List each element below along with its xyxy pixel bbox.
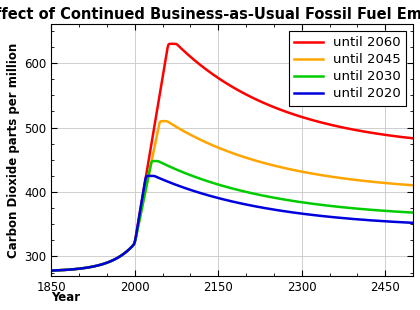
until 2020 bbox=[404, 221, 409, 224]
until 2030 bbox=[188, 173, 193, 177]
Line: until 2020: until 2020 bbox=[51, 176, 413, 271]
until 2045 bbox=[49, 269, 54, 272]
until 2020 bbox=[410, 221, 415, 225]
until 2020 bbox=[203, 193, 208, 197]
until 2060 bbox=[203, 67, 208, 71]
until 2060 bbox=[168, 42, 173, 46]
until 2045 bbox=[90, 265, 95, 268]
until 2030 bbox=[404, 210, 409, 214]
until 2060 bbox=[49, 269, 54, 272]
Line: until 2045: until 2045 bbox=[51, 121, 413, 271]
until 2045 bbox=[410, 184, 415, 187]
Y-axis label: Carbon Dioxide parts per million: Carbon Dioxide parts per million bbox=[7, 42, 20, 258]
until 2045 bbox=[188, 133, 193, 136]
until 2020 bbox=[188, 188, 193, 192]
Legend: until 2060, until 2045, until 2030, until 2020: until 2060, until 2045, until 2030, unti… bbox=[289, 31, 407, 105]
until 2060 bbox=[188, 55, 193, 58]
until 2030 bbox=[90, 265, 95, 268]
until 2020 bbox=[49, 269, 54, 272]
until 2020 bbox=[111, 258, 116, 262]
Text: Year: Year bbox=[51, 291, 80, 304]
until 2045 bbox=[203, 140, 208, 144]
Line: until 2030: until 2030 bbox=[51, 161, 413, 271]
until 2020 bbox=[146, 174, 151, 178]
until 2060 bbox=[404, 136, 409, 140]
until 2030 bbox=[410, 211, 415, 215]
until 2045 bbox=[111, 258, 116, 262]
Title: Effect of Continued Business-as-Usual Fossil Fuel Emissions: Effect of Continued Business-as-Usual Fo… bbox=[0, 7, 420, 22]
until 2030 bbox=[152, 159, 157, 163]
until 2060 bbox=[111, 258, 116, 262]
until 2045 bbox=[404, 183, 409, 187]
until 2030 bbox=[49, 269, 54, 272]
until 2060 bbox=[90, 265, 95, 268]
until 2030 bbox=[111, 258, 116, 262]
until 2060 bbox=[365, 130, 370, 134]
until 2030 bbox=[203, 179, 208, 183]
until 2020 bbox=[90, 265, 95, 268]
Line: until 2060: until 2060 bbox=[51, 44, 413, 271]
until 2060 bbox=[410, 136, 415, 140]
until 2020 bbox=[365, 218, 370, 222]
until 2045 bbox=[365, 179, 370, 183]
until 2030 bbox=[365, 208, 370, 211]
until 2045 bbox=[160, 119, 165, 123]
